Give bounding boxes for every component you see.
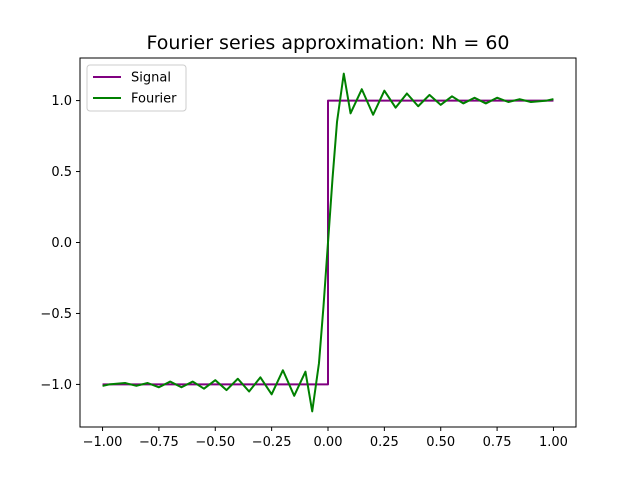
series-line-fourier bbox=[102, 72, 554, 413]
y-tick-label: 0.5 bbox=[51, 165, 72, 180]
x-tick-label: 0.50 bbox=[426, 435, 455, 450]
legend-label-signal: Signal bbox=[131, 71, 171, 86]
x-tick-label: 0.75 bbox=[483, 435, 512, 450]
y-axis: −1.0 −0.5 0.0 0.5 1.0 bbox=[40, 94, 80, 393]
x-axis: −1.00 −0.75 −0.50 −0.25 0.00 0.25 0.50 0.75 1.00 bbox=[83, 427, 568, 450]
chart-title: Fourier series approximation: Nh = 60 bbox=[147, 32, 510, 54]
x-tick-label: −0.75 bbox=[139, 435, 179, 450]
series-layer bbox=[102, 72, 554, 413]
y-tick-label: −0.5 bbox=[40, 307, 72, 322]
legend-label-fourier: Fourier bbox=[131, 92, 177, 107]
x-tick-label: −1.00 bbox=[83, 435, 123, 450]
x-tick-label: 1.00 bbox=[539, 435, 568, 450]
y-tick-label: 1.0 bbox=[51, 94, 72, 109]
x-tick-label: −0.50 bbox=[195, 435, 235, 450]
legend: Signal Fourier bbox=[86, 64, 187, 112]
x-tick-label: 0.25 bbox=[370, 435, 399, 450]
x-tick-label: −0.25 bbox=[252, 435, 292, 450]
y-tick-label: −1.0 bbox=[40, 378, 72, 393]
x-tick-label: 0.00 bbox=[314, 435, 343, 450]
y-tick-label: 0.0 bbox=[51, 236, 72, 251]
